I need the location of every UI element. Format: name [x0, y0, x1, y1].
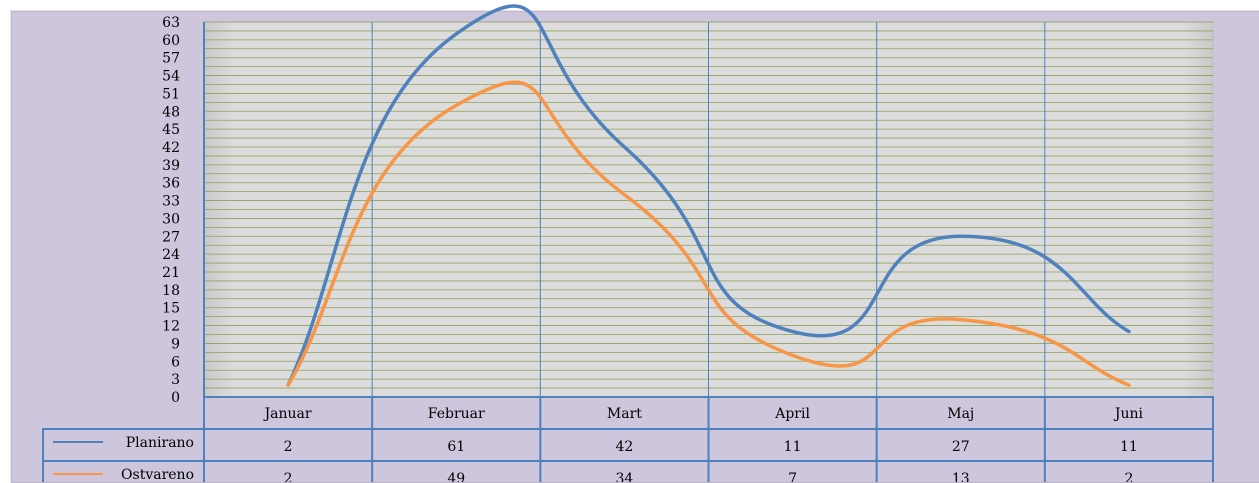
- y-tick-label: 21: [162, 265, 180, 281]
- table-value-cell: 7: [788, 471, 797, 482]
- legend-label: Planirano: [126, 435, 194, 451]
- table-value-cell: 34: [616, 471, 634, 482]
- y-tick-label: 63: [162, 15, 180, 31]
- table-value-cell: 27: [952, 439, 970, 455]
- table-value-cell: 2: [284, 471, 293, 482]
- y-tick-label: 0: [171, 390, 180, 406]
- y-tick-label: 9: [171, 336, 180, 352]
- x-category-label: April: [774, 406, 810, 422]
- x-category-label: Januar: [263, 406, 312, 422]
- y-tick-label: 57: [162, 51, 180, 67]
- x-category-label: Maj: [947, 406, 974, 422]
- table-value-cell: 42: [616, 439, 634, 455]
- y-tick-label: 30: [162, 211, 180, 227]
- legend-label: Ostvareno: [121, 467, 194, 482]
- y-tick-label: 39: [162, 158, 180, 174]
- y-tick-label: 27: [162, 229, 180, 245]
- y-tick-label: 33: [162, 194, 180, 210]
- table-value-cell: 2: [1124, 471, 1133, 482]
- y-tick-label: 6: [171, 354, 180, 370]
- y-tick-label: 51: [162, 86, 180, 102]
- y-tick-label: 54: [162, 69, 180, 85]
- y-tick-label: 42: [162, 140, 180, 156]
- table-value-cell: 11: [784, 439, 802, 455]
- y-tick-label: 24: [162, 247, 180, 263]
- y-tick-label: 36: [162, 176, 180, 192]
- series-line-planirano: [286, 4, 1131, 387]
- y-tick-label: 15: [162, 301, 180, 317]
- table-value-cell: 61: [447, 439, 465, 455]
- y-tick-label: 18: [162, 283, 180, 299]
- y-tick-label: 45: [162, 122, 180, 138]
- y-tick-label: 3: [171, 372, 180, 388]
- x-category-label: Mart: [607, 406, 642, 422]
- table-value-cell: 2: [284, 439, 293, 455]
- table-data-row: [42, 460, 1214, 482]
- table-value-cell: 11: [1120, 439, 1138, 455]
- table-value-cell: 13: [952, 471, 970, 482]
- series-line-ostvareno: [286, 80, 1131, 387]
- y-tick-label: 60: [162, 33, 180, 49]
- y-tick-label: 48: [162, 104, 180, 120]
- x-category-label: Februar: [428, 406, 485, 422]
- y-tick-label: 12: [162, 319, 180, 335]
- x-category-label: Juni: [1113, 406, 1144, 422]
- table-value-cell: 49: [447, 471, 465, 482]
